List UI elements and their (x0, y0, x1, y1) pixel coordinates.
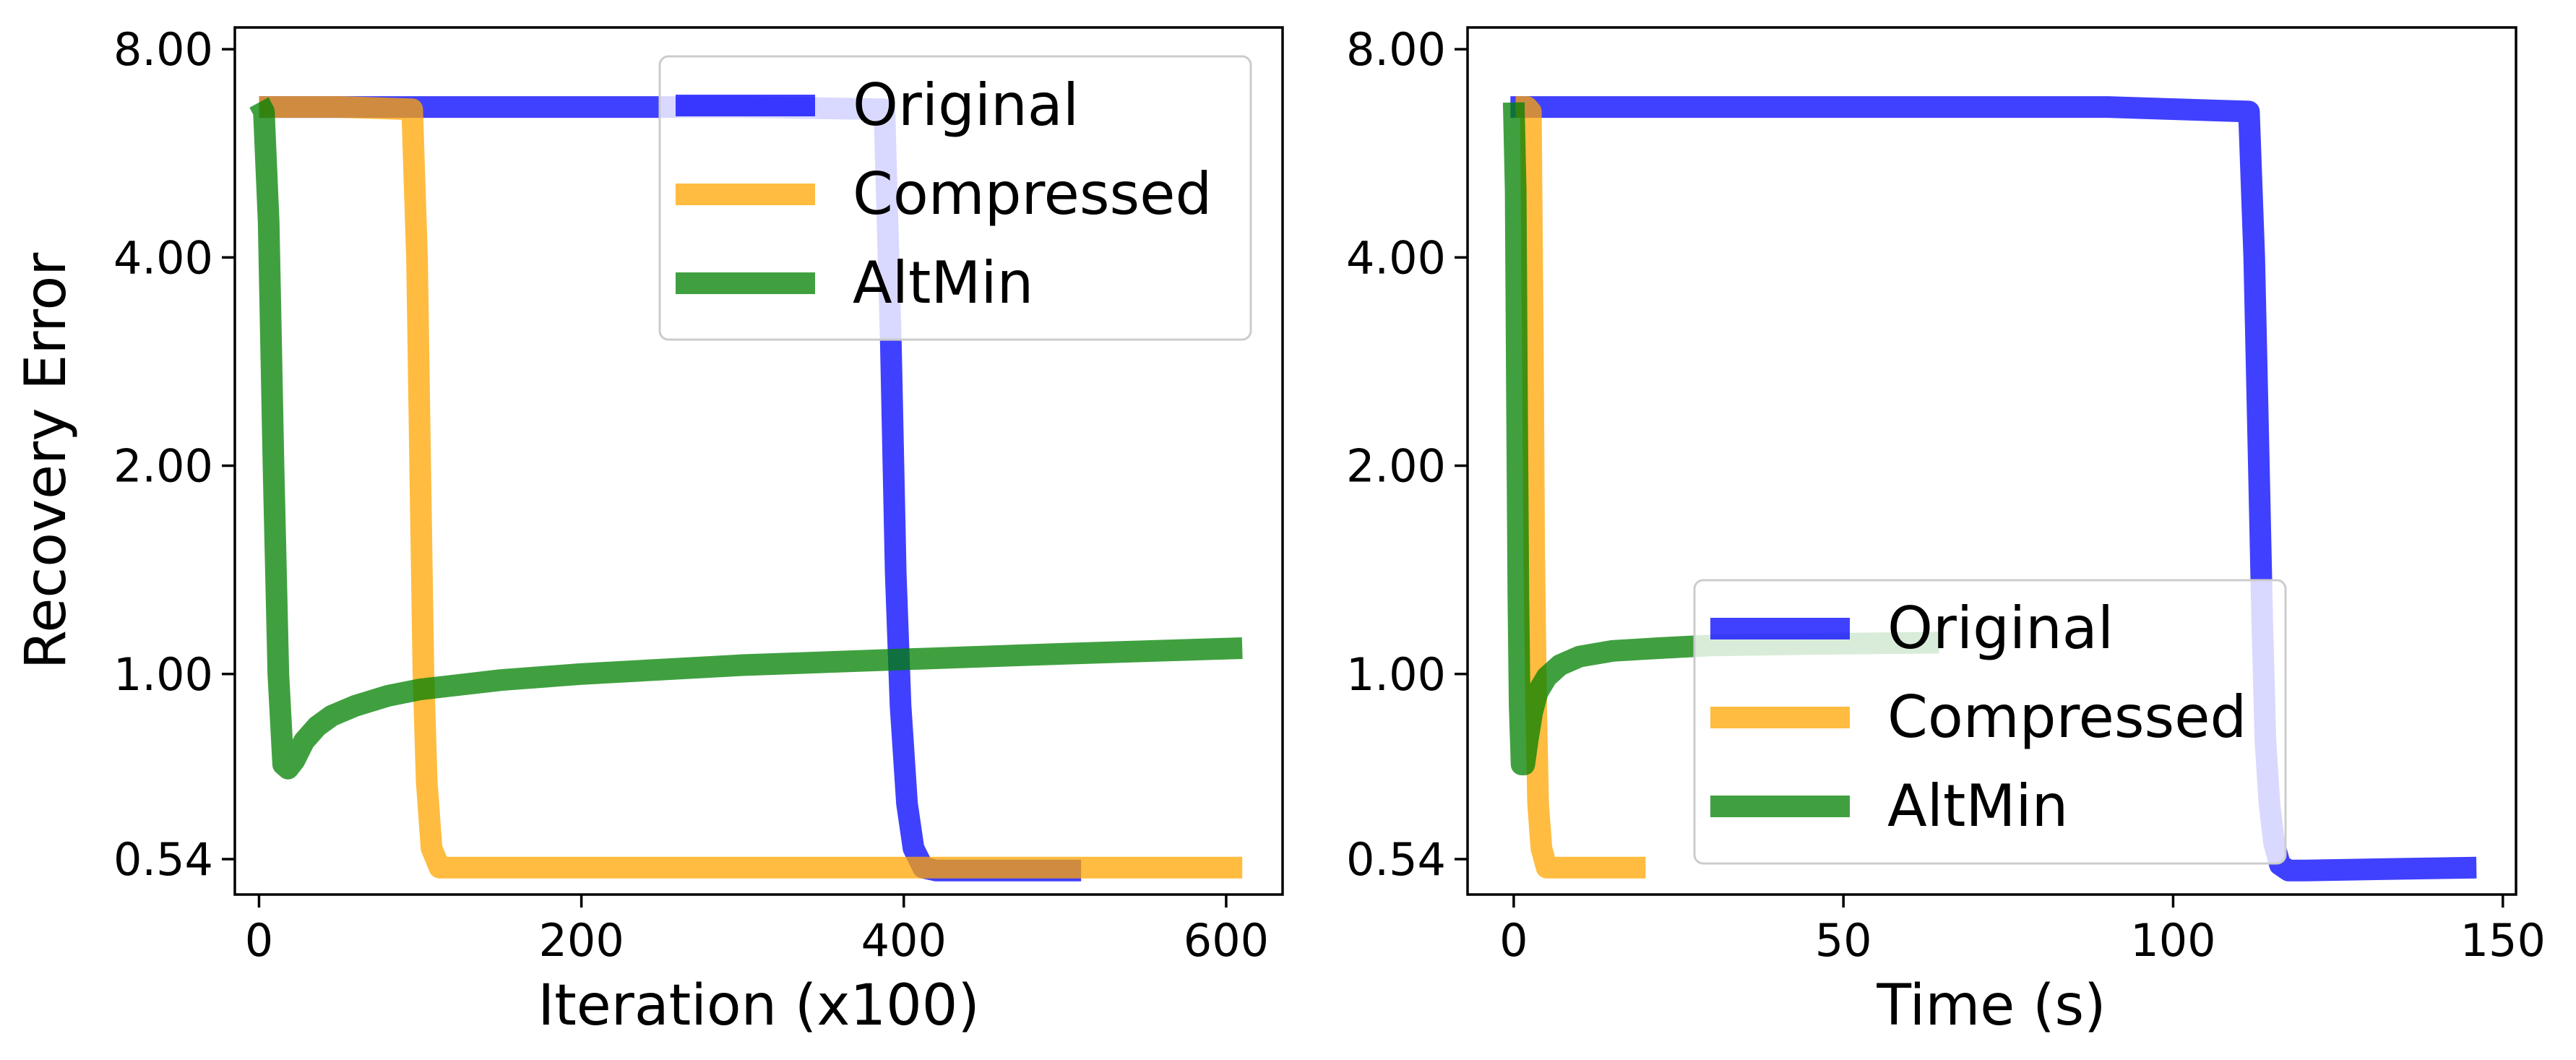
plot-frame (233, 26, 1284, 896)
y-tick-label: 4.00 (113, 231, 213, 284)
x-tick-label: 400 (861, 914, 947, 967)
y-tick-label: 1.00 (113, 648, 213, 701)
plot-frame (1466, 26, 2517, 896)
series-line-altmin (1502, 102, 1939, 775)
legend: Original Compressed AltMin (1693, 579, 2287, 865)
legend: Original Compressed AltMin (658, 55, 1252, 341)
chart-time: 0 50 100 150 0.54 1.00 2.00 4.00 8.00 Time (s) O… (1346, 23, 2546, 1038)
x-tick-label: 150 (2460, 914, 2546, 967)
x-tick-label: 0 (1499, 914, 1528, 967)
x-tick-label: 0 (245, 914, 273, 967)
ticks-layer: 0 200 400 600 0.54 1.00 2.00 4.00 8.00 (113, 23, 1269, 967)
y-tick-label: 8.00 (113, 23, 213, 76)
legend-label-compressed: Compressed (853, 160, 1212, 228)
series-layer (249, 96, 1243, 882)
y-tick-label: 2.00 (113, 440, 213, 493)
series-line-compressed (259, 96, 1243, 879)
y-tick-label: 8.00 (1346, 23, 1446, 76)
legend-label-compressed: Compressed (1887, 684, 2247, 751)
x-axis-label: Iteration (x100) (538, 973, 980, 1038)
x-tick-label: 50 (1815, 914, 1872, 967)
y-tick-label: 4.00 (1346, 231, 1446, 284)
y-axis-label: Recovery Error (14, 252, 79, 670)
legend-box (1693, 579, 2287, 865)
y-tick-label: 1.00 (1346, 648, 1446, 701)
x-axis-label: Time (s) (1876, 973, 2106, 1038)
legend-label-original: Original (1887, 595, 2114, 662)
x-tick-label: 200 (538, 914, 624, 967)
ticks-layer: 0 50 100 150 0.54 1.00 2.00 4.00 8.00 (1346, 23, 2546, 967)
plot-area: 0 200 400 600 0.54 1.00 2.00 4.00 8.00 (113, 23, 1284, 967)
x-tick-label: 600 (1184, 914, 1269, 967)
legend-box (658, 55, 1252, 341)
legend-label-original: Original (853, 72, 1079, 139)
y-tick-label: 0.54 (113, 833, 213, 886)
y-tick-label: 0.54 (1346, 833, 1446, 886)
x-tick-label: 100 (2130, 914, 2215, 967)
legend-label-altmin: AltMin (1887, 772, 2068, 840)
y-tick-label: 2.00 (1346, 440, 1446, 493)
chart-iteration: 0 200 400 600 0.54 1.00 2.00 4.00 8.00 Iteration… (14, 23, 1284, 1038)
legend-label-altmin: AltMin (853, 249, 1033, 316)
series-line-altmin (249, 97, 1243, 780)
